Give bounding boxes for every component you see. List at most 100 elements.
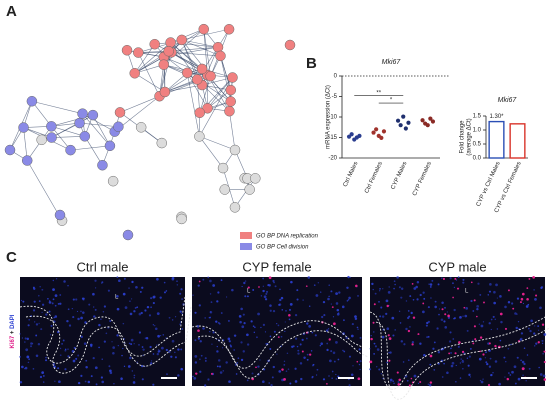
nucleus bbox=[327, 328, 330, 330]
nucleus bbox=[262, 323, 266, 327]
nucleus bbox=[150, 306, 152, 309]
nucleus bbox=[490, 328, 492, 331]
ki67-signal bbox=[506, 377, 510, 381]
ki67-signal bbox=[483, 301, 485, 304]
nucleus bbox=[269, 348, 272, 350]
nucleus bbox=[209, 293, 212, 295]
nucleus bbox=[180, 348, 183, 351]
nucleus bbox=[494, 318, 496, 320]
nucleus bbox=[287, 368, 290, 370]
network-node bbox=[212, 41, 224, 53]
nucleus bbox=[306, 358, 309, 361]
nucleus bbox=[335, 292, 338, 296]
nucleus bbox=[198, 304, 201, 307]
nucleus bbox=[393, 382, 395, 385]
panel-label: B bbox=[306, 55, 317, 72]
nucleus bbox=[38, 294, 40, 297]
network-edge bbox=[181, 28, 230, 41]
nucleus bbox=[516, 356, 519, 359]
nucleus bbox=[480, 324, 484, 328]
nucleus bbox=[347, 275, 350, 279]
nucleus bbox=[38, 322, 40, 325]
network-node bbox=[77, 108, 88, 119]
ki67-signal bbox=[198, 280, 201, 283]
nucleus bbox=[357, 328, 359, 331]
ki67-signal bbox=[537, 341, 540, 344]
nucleus bbox=[152, 353, 155, 355]
nucleus bbox=[54, 315, 58, 318]
nucleus bbox=[39, 375, 43, 379]
nucleus bbox=[179, 310, 182, 313]
epithelium-outline bbox=[25, 306, 192, 374]
ki67-signal bbox=[396, 371, 399, 374]
ki67-signal bbox=[398, 378, 401, 382]
nucleus bbox=[356, 326, 359, 329]
nucleus bbox=[459, 377, 462, 379]
nucleus bbox=[80, 335, 84, 339]
network-edge bbox=[79, 122, 119, 128]
nucleus bbox=[429, 363, 432, 366]
nucleus bbox=[145, 337, 149, 340]
nucleus bbox=[88, 303, 91, 306]
nucleus bbox=[539, 373, 543, 376]
nucleus bbox=[533, 345, 536, 347]
nucleus bbox=[467, 364, 470, 367]
nucleus bbox=[111, 341, 113, 343]
nucleus bbox=[207, 378, 210, 381]
nucleus bbox=[419, 293, 422, 297]
nucleus bbox=[337, 312, 340, 314]
nucleus bbox=[410, 311, 413, 315]
nucleus bbox=[124, 306, 128, 309]
nucleus bbox=[328, 295, 330, 298]
ki67-signal bbox=[305, 285, 308, 287]
nucleus bbox=[54, 294, 58, 298]
nucleus bbox=[354, 315, 357, 318]
nucleus bbox=[411, 340, 415, 344]
network-node bbox=[79, 131, 91, 142]
nucleus bbox=[40, 328, 43, 331]
ki67-signal bbox=[528, 277, 531, 280]
stain-part: + bbox=[10, 330, 16, 334]
nucleus bbox=[92, 306, 95, 308]
ki67-signal bbox=[473, 299, 476, 302]
nucleus bbox=[231, 288, 234, 292]
y-tick-label: 1.0 bbox=[473, 128, 482, 134]
nucleus bbox=[209, 311, 213, 314]
network-node bbox=[229, 144, 241, 156]
nucleus bbox=[423, 353, 426, 357]
network-node bbox=[18, 122, 29, 133]
network-node bbox=[217, 162, 229, 174]
nucleus bbox=[409, 295, 412, 298]
nucleus bbox=[306, 322, 309, 325]
nucleus bbox=[100, 376, 103, 379]
network-edge bbox=[134, 42, 171, 74]
nucleus bbox=[440, 318, 444, 322]
nucleus bbox=[346, 286, 349, 290]
nucleus bbox=[45, 313, 48, 316]
nucleus bbox=[494, 360, 498, 363]
nucleus bbox=[426, 336, 428, 338]
nucleus bbox=[310, 350, 313, 352]
nucleus bbox=[141, 378, 144, 381]
nucleus bbox=[57, 367, 60, 370]
nucleus bbox=[59, 302, 62, 305]
nucleus bbox=[348, 384, 351, 387]
nucleus bbox=[272, 279, 275, 283]
micrograph: Ctrl male L bbox=[19, 259, 192, 386]
nucleus bbox=[81, 297, 85, 300]
nucleus bbox=[199, 370, 202, 373]
nucleus bbox=[541, 342, 544, 345]
ki67-signal bbox=[388, 337, 392, 341]
y-axis-title: mRNA expression (ΔCt) bbox=[326, 85, 332, 149]
nucleus bbox=[407, 316, 410, 320]
network-edge bbox=[207, 77, 233, 109]
ki67-signal bbox=[507, 289, 510, 292]
nucleus bbox=[47, 297, 49, 300]
nucleus bbox=[129, 300, 131, 302]
nucleus bbox=[112, 346, 115, 349]
network-node bbox=[244, 184, 255, 195]
network-node bbox=[250, 173, 261, 184]
network-node bbox=[176, 213, 187, 225]
nucleus bbox=[459, 362, 462, 364]
nucleus bbox=[273, 281, 275, 284]
